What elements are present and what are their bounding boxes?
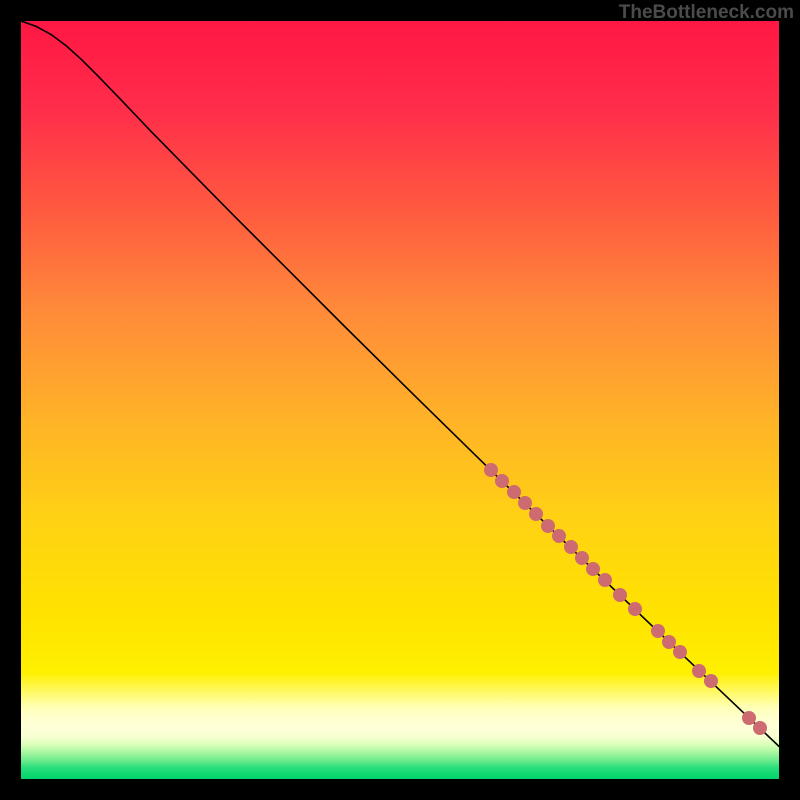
data-marker bbox=[507, 485, 521, 499]
data-marker bbox=[662, 635, 676, 649]
data-marker bbox=[495, 474, 509, 488]
plot-area bbox=[21, 21, 779, 779]
data-marker bbox=[552, 529, 566, 543]
data-marker bbox=[613, 588, 627, 602]
data-markers-group bbox=[21, 21, 779, 779]
data-marker bbox=[541, 519, 555, 533]
data-marker bbox=[529, 507, 543, 521]
data-marker bbox=[598, 573, 612, 587]
data-marker bbox=[564, 540, 578, 554]
data-marker bbox=[484, 463, 498, 477]
data-marker bbox=[673, 645, 687, 659]
data-marker bbox=[586, 562, 600, 576]
data-marker bbox=[704, 674, 718, 688]
chart-frame: TheBottleneck.com bbox=[0, 0, 800, 800]
data-marker bbox=[742, 711, 756, 725]
data-marker bbox=[651, 624, 665, 638]
data-marker bbox=[692, 664, 706, 678]
data-marker bbox=[575, 551, 589, 565]
data-marker bbox=[518, 496, 532, 510]
data-marker bbox=[753, 721, 767, 735]
data-marker bbox=[628, 602, 642, 616]
attribution-label: TheBottleneck.com bbox=[619, 2, 794, 24]
